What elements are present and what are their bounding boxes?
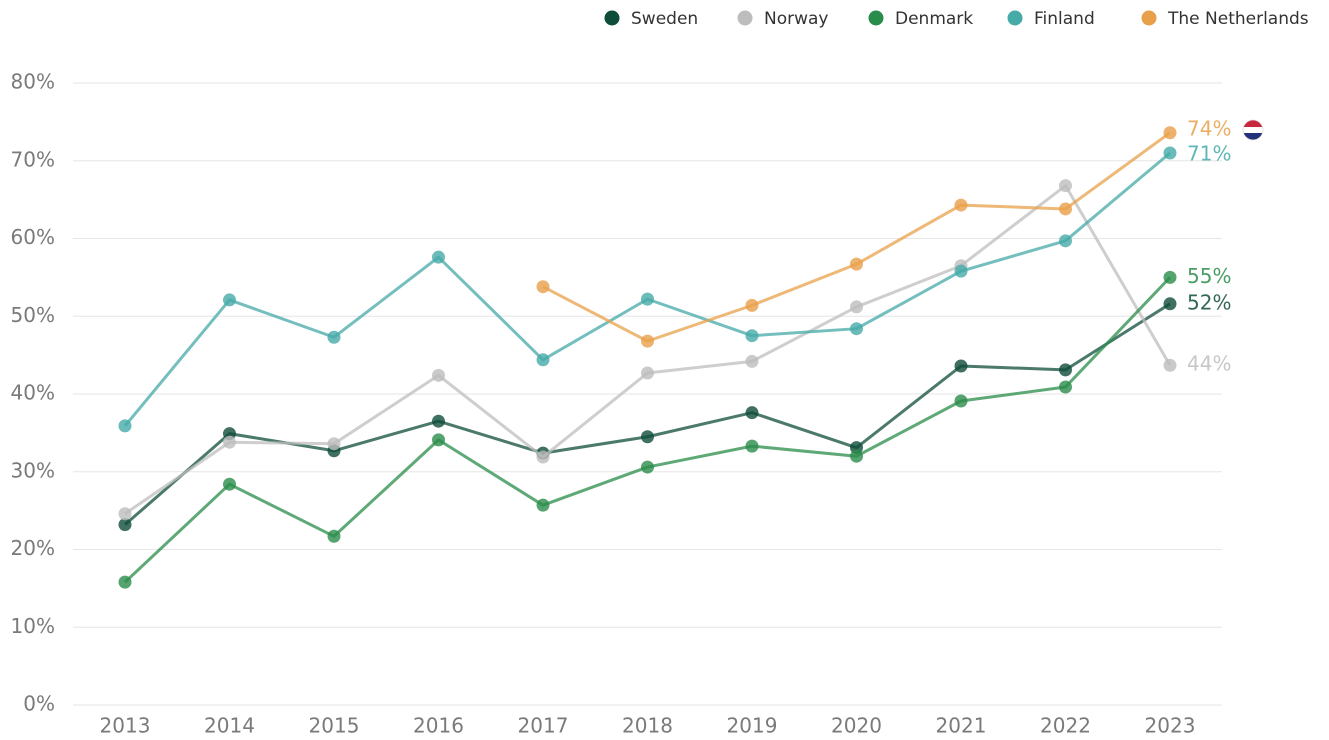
x-tick-label: 2017 (518, 714, 569, 738)
data-point (432, 368, 445, 382)
grid (73, 82, 1222, 706)
data-point (118, 507, 132, 521)
data-point (118, 419, 132, 433)
legend-marker (737, 10, 753, 26)
x-tick-label: 2015 (309, 714, 360, 738)
y-tick-label: 60% (11, 225, 55, 249)
data-point (118, 575, 132, 589)
data-point (1163, 297, 1177, 311)
x-tick-label: 2016 (413, 714, 464, 738)
data-point (536, 280, 550, 294)
data-point (850, 300, 863, 314)
legend-label: Denmark (895, 9, 973, 29)
data-point (1163, 126, 1177, 140)
data-point (223, 477, 236, 491)
data-point (432, 433, 445, 447)
data-point (1059, 380, 1072, 394)
legend-label: Sweden (631, 9, 698, 29)
y-tick-label: 0% (23, 692, 55, 716)
x-tick-label: 2020 (831, 714, 882, 738)
data-point (1163, 358, 1177, 372)
series-line (123, 151, 1171, 427)
legend-marker (868, 10, 884, 26)
data-point (641, 460, 654, 474)
x-tick-label: 2021 (936, 714, 987, 738)
x-tick-label: 2023 (1145, 714, 1196, 738)
value-label: 52% (1187, 290, 1231, 314)
legend-label: Finland (1034, 9, 1095, 29)
data-point (1059, 234, 1072, 248)
flag-icon (1242, 119, 1264, 141)
x-tick-label: 2019 (727, 714, 778, 738)
x-tick-label: 2014 (204, 714, 255, 738)
data-point (745, 354, 759, 368)
legend-marker (604, 10, 620, 26)
data-point (954, 394, 968, 408)
data-point (1163, 270, 1177, 284)
data-point (536, 450, 550, 464)
y-tick-label: 30% (11, 458, 55, 482)
data-point (954, 359, 968, 373)
data-point (641, 430, 654, 444)
value-label: 44% (1187, 352, 1231, 376)
data-point (954, 264, 968, 278)
data-point (223, 435, 236, 449)
data-point (536, 353, 550, 367)
data-point (327, 437, 341, 451)
x-tick-label: 2018 (622, 714, 673, 738)
y-tick-label: 70% (11, 147, 55, 171)
data-point (327, 529, 341, 543)
y-tick-label: 50% (11, 303, 55, 327)
y-tick-label: 40% (11, 381, 55, 405)
data-point (641, 366, 654, 380)
data-point (1059, 363, 1072, 377)
data-point (954, 198, 968, 212)
legend-marker (1007, 10, 1023, 26)
data-point (118, 518, 132, 532)
data-point (1163, 146, 1177, 160)
data-point (745, 439, 759, 453)
value-label: 55% (1187, 264, 1231, 288)
data-point (850, 257, 863, 271)
data-point (432, 250, 445, 264)
y-tick-label: 10% (11, 614, 55, 638)
data-point (745, 298, 759, 312)
legend-label: The Netherlands (1167, 9, 1309, 29)
data-point (745, 329, 759, 343)
legend-marker (1141, 10, 1157, 26)
legend-label: Norway (764, 9, 829, 29)
data-point (327, 330, 341, 344)
y-tick-label: 80% (11, 70, 55, 94)
data-point (641, 292, 654, 306)
value-label: 71% (1187, 141, 1231, 165)
data-point (536, 498, 550, 512)
data-point (850, 322, 863, 336)
data-point (223, 293, 236, 307)
data-point (1059, 202, 1072, 216)
data-point (850, 449, 863, 463)
data-point (1059, 179, 1072, 193)
y-tick-label: 20% (11, 536, 55, 560)
series-line (123, 276, 1172, 584)
x-tick-label: 2013 (100, 714, 151, 738)
data-point (432, 414, 445, 428)
data-point (745, 406, 759, 420)
x-tick-label: 2022 (1040, 714, 1091, 738)
data-point (641, 334, 654, 348)
value-label: 74% (1187, 116, 1231, 140)
